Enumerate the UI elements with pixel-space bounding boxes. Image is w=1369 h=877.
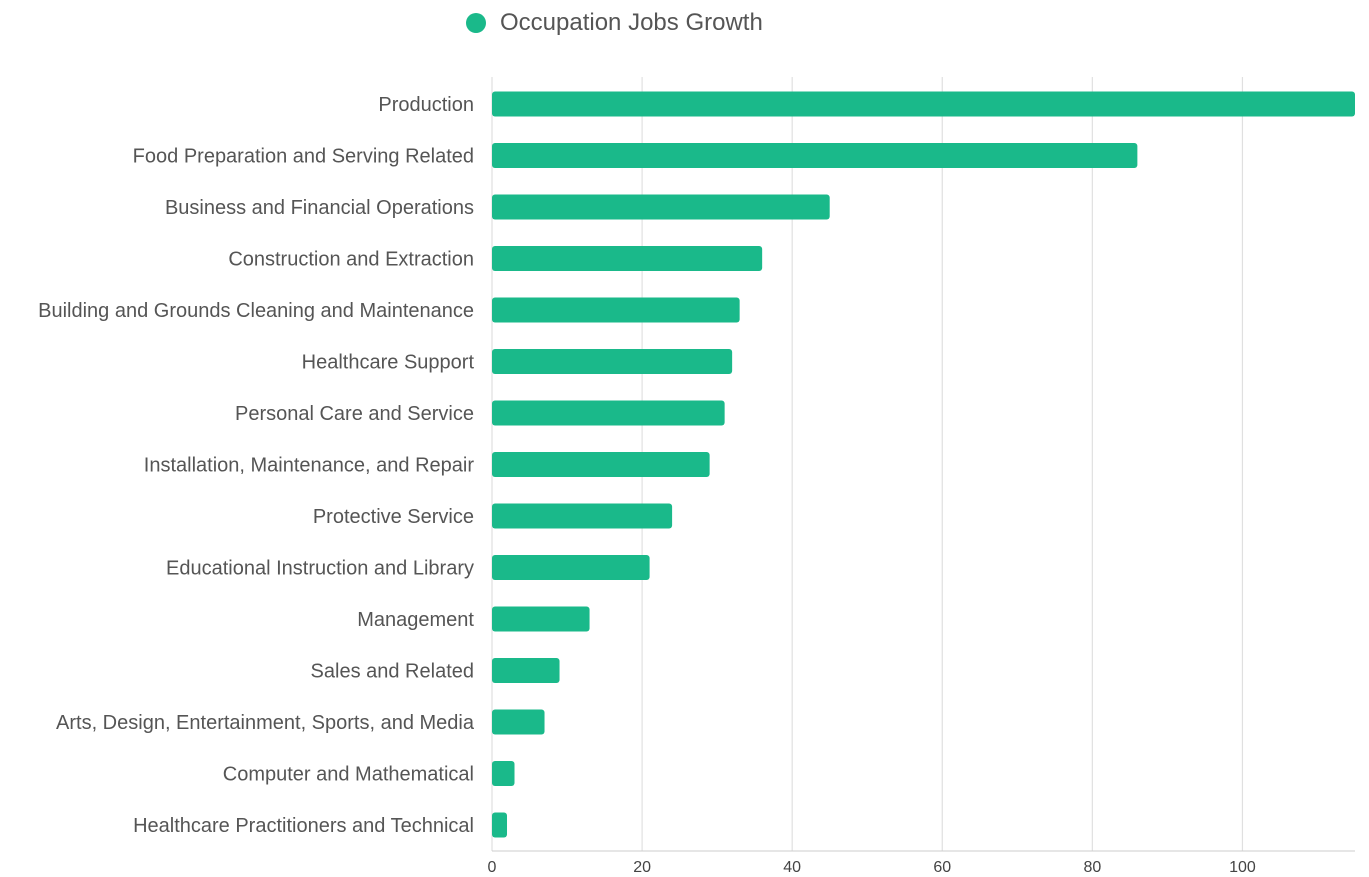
bar[interactable] [492, 503, 673, 529]
category-label: Healthcare Support [302, 352, 475, 374]
x-tick-label: 40 [783, 859, 801, 876]
category-label: Food Preparation and Serving Related [133, 146, 474, 168]
category-label: Educational Instruction and Library [166, 558, 474, 580]
x-tick-label: 60 [933, 859, 951, 876]
category-label: Production [378, 94, 474, 116]
category-label: Building and Grounds Cleaning and Mainte… [38, 300, 474, 322]
bar[interactable] [492, 349, 733, 374]
x-tick-label: 20 [633, 859, 651, 876]
bar[interactable] [492, 761, 515, 786]
x-tick-label: 80 [1083, 859, 1101, 876]
bar[interactable] [492, 709, 545, 735]
category-label: Management [357, 609, 474, 631]
category-label: Business and Financial Operations [165, 197, 474, 219]
x-axis-ticks: 0 20 40 60 80 100 [488, 859, 1256, 876]
category-label: Sales and Related [311, 661, 474, 683]
bar[interactable] [492, 297, 740, 323]
category-label: Construction and Extraction [228, 249, 474, 271]
x-tick-label: 0 [488, 859, 497, 876]
category-label: Computer and Mathematical [223, 764, 474, 786]
bar[interactable] [492, 143, 1138, 168]
legend[interactable]: Occupation Jobs Growth [466, 8, 763, 38]
legend-label: Occupation Jobs Growth [500, 9, 763, 36]
bar[interactable] [492, 555, 650, 580]
bar[interactable] [492, 658, 560, 683]
category-label: Arts, Design, Entertainment, Sports, and… [56, 712, 475, 734]
category-label: Healthcare Practitioners and Technical [133, 815, 474, 837]
bar[interactable] [492, 400, 725, 426]
bar[interactable] [492, 606, 590, 632]
bar-layer [492, 91, 1355, 838]
bar[interactable] [492, 812, 508, 838]
x-tick-label: 100 [1229, 859, 1256, 876]
bar[interactable] [492, 194, 830, 220]
bar[interactable] [492, 246, 763, 271]
category-labels: Production Food Preparation and Serving R… [38, 94, 475, 837]
legend-swatch [466, 13, 486, 33]
category-label: Installation, Maintenance, and Repair [144, 455, 475, 477]
bar[interactable] [492, 91, 1355, 117]
category-label: Protective Service [313, 506, 474, 528]
category-label: Personal Care and Service [235, 403, 474, 425]
bar[interactable] [492, 452, 710, 477]
